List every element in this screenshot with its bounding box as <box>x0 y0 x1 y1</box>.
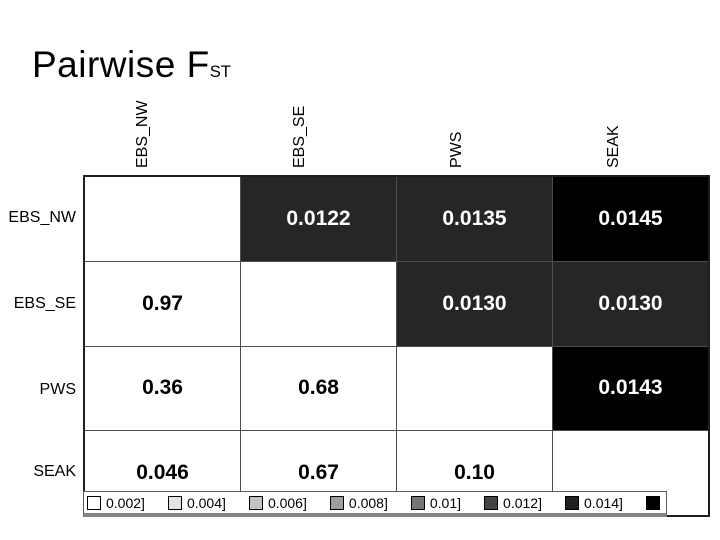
title-subscript: ST <box>209 62 231 81</box>
page-title: Pairwise FST <box>32 44 231 86</box>
legend-swatch-icon <box>484 495 499 510</box>
title-main: Pairwise F <box>32 44 210 85</box>
row-header-seak: SEAK <box>33 463 76 480</box>
matrix-cell-ebs_nw-pws: 0.0135 <box>397 177 552 261</box>
legend-swatch-icon <box>565 495 580 510</box>
matrix-cell-ebs_se-seak: 0.0130 <box>553 261 708 346</box>
matrix-cell-pws-ebs_nw: 0.36 <box>85 346 240 431</box>
matrix-cell-ebs_se-ebs_nw: 0.97 <box>85 261 240 346</box>
legend-swatch-icon <box>329 495 344 510</box>
legend-swatch-icon <box>167 495 182 510</box>
legend-item-4: 0.01] <box>410 494 462 511</box>
row-header-pws: PWS <box>39 381 76 398</box>
legend-item-7 <box>645 495 660 510</box>
legend-item-6: 0.014] <box>565 495 623 511</box>
fst-matrix: 0.0122 0.0135 0.0145 0.97 0.0130 0.0130 0.36 0.… <box>83 175 710 517</box>
matrix-cell-ebs_nw-seak: 0.0145 <box>553 177 708 261</box>
row-header-ebs_se: EBS_SE <box>13 295 76 312</box>
legend-item-0: 0.002] <box>87 495 145 511</box>
matrix-cell-ebs_se-ebs_se <box>241 261 396 346</box>
matrix-cell-pws-seak: 0.0143 <box>553 346 708 431</box>
legend-label: 0.008] <box>348 494 388 511</box>
fst-color-legend: 0.002] 0.004] 0.006] 0.008] 0.01] 0.012] 0.014… <box>83 491 667 517</box>
legend-item-3: 0.008] <box>329 494 388 511</box>
legend-item-5: 0.012] <box>484 495 542 511</box>
legend-swatch-icon <box>410 495 425 510</box>
legend-label: 0.01] <box>429 494 462 511</box>
matrix-cell-pws-pws <box>397 346 552 431</box>
legend-item-2: 0.006] <box>248 494 307 511</box>
legend-label: 0.014] <box>584 494 623 511</box>
col-header-pws: PWS <box>448 131 465 168</box>
legend-swatch-icon <box>87 495 101 510</box>
legend-label: 0.012] <box>503 494 542 511</box>
matrix-cell-pws-ebs_se: 0.68 <box>241 346 396 431</box>
matrix-cell-ebs_se-pws: 0.0130 <box>397 261 552 346</box>
legend-swatch-icon <box>645 495 660 510</box>
matrix-cell-ebs_nw-ebs_nw <box>85 177 240 261</box>
legend-label: 0.006] <box>267 494 307 511</box>
legend-swatch-icon <box>248 495 263 510</box>
matrix-cell-ebs_nw-ebs_se: 0.0122 <box>241 177 396 261</box>
legend-label: 0.004] <box>186 494 226 511</box>
col-header-ebs_se: EBS_SE <box>291 105 308 168</box>
row-header-ebs_nw: EBS_NW <box>8 209 76 226</box>
col-header-seak: SEAK <box>605 125 622 168</box>
legend-item-1: 0.004] <box>167 494 226 511</box>
legend-label: 0.002] <box>106 494 145 511</box>
col-header-ebs_nw: EBS_NW <box>134 100 151 168</box>
